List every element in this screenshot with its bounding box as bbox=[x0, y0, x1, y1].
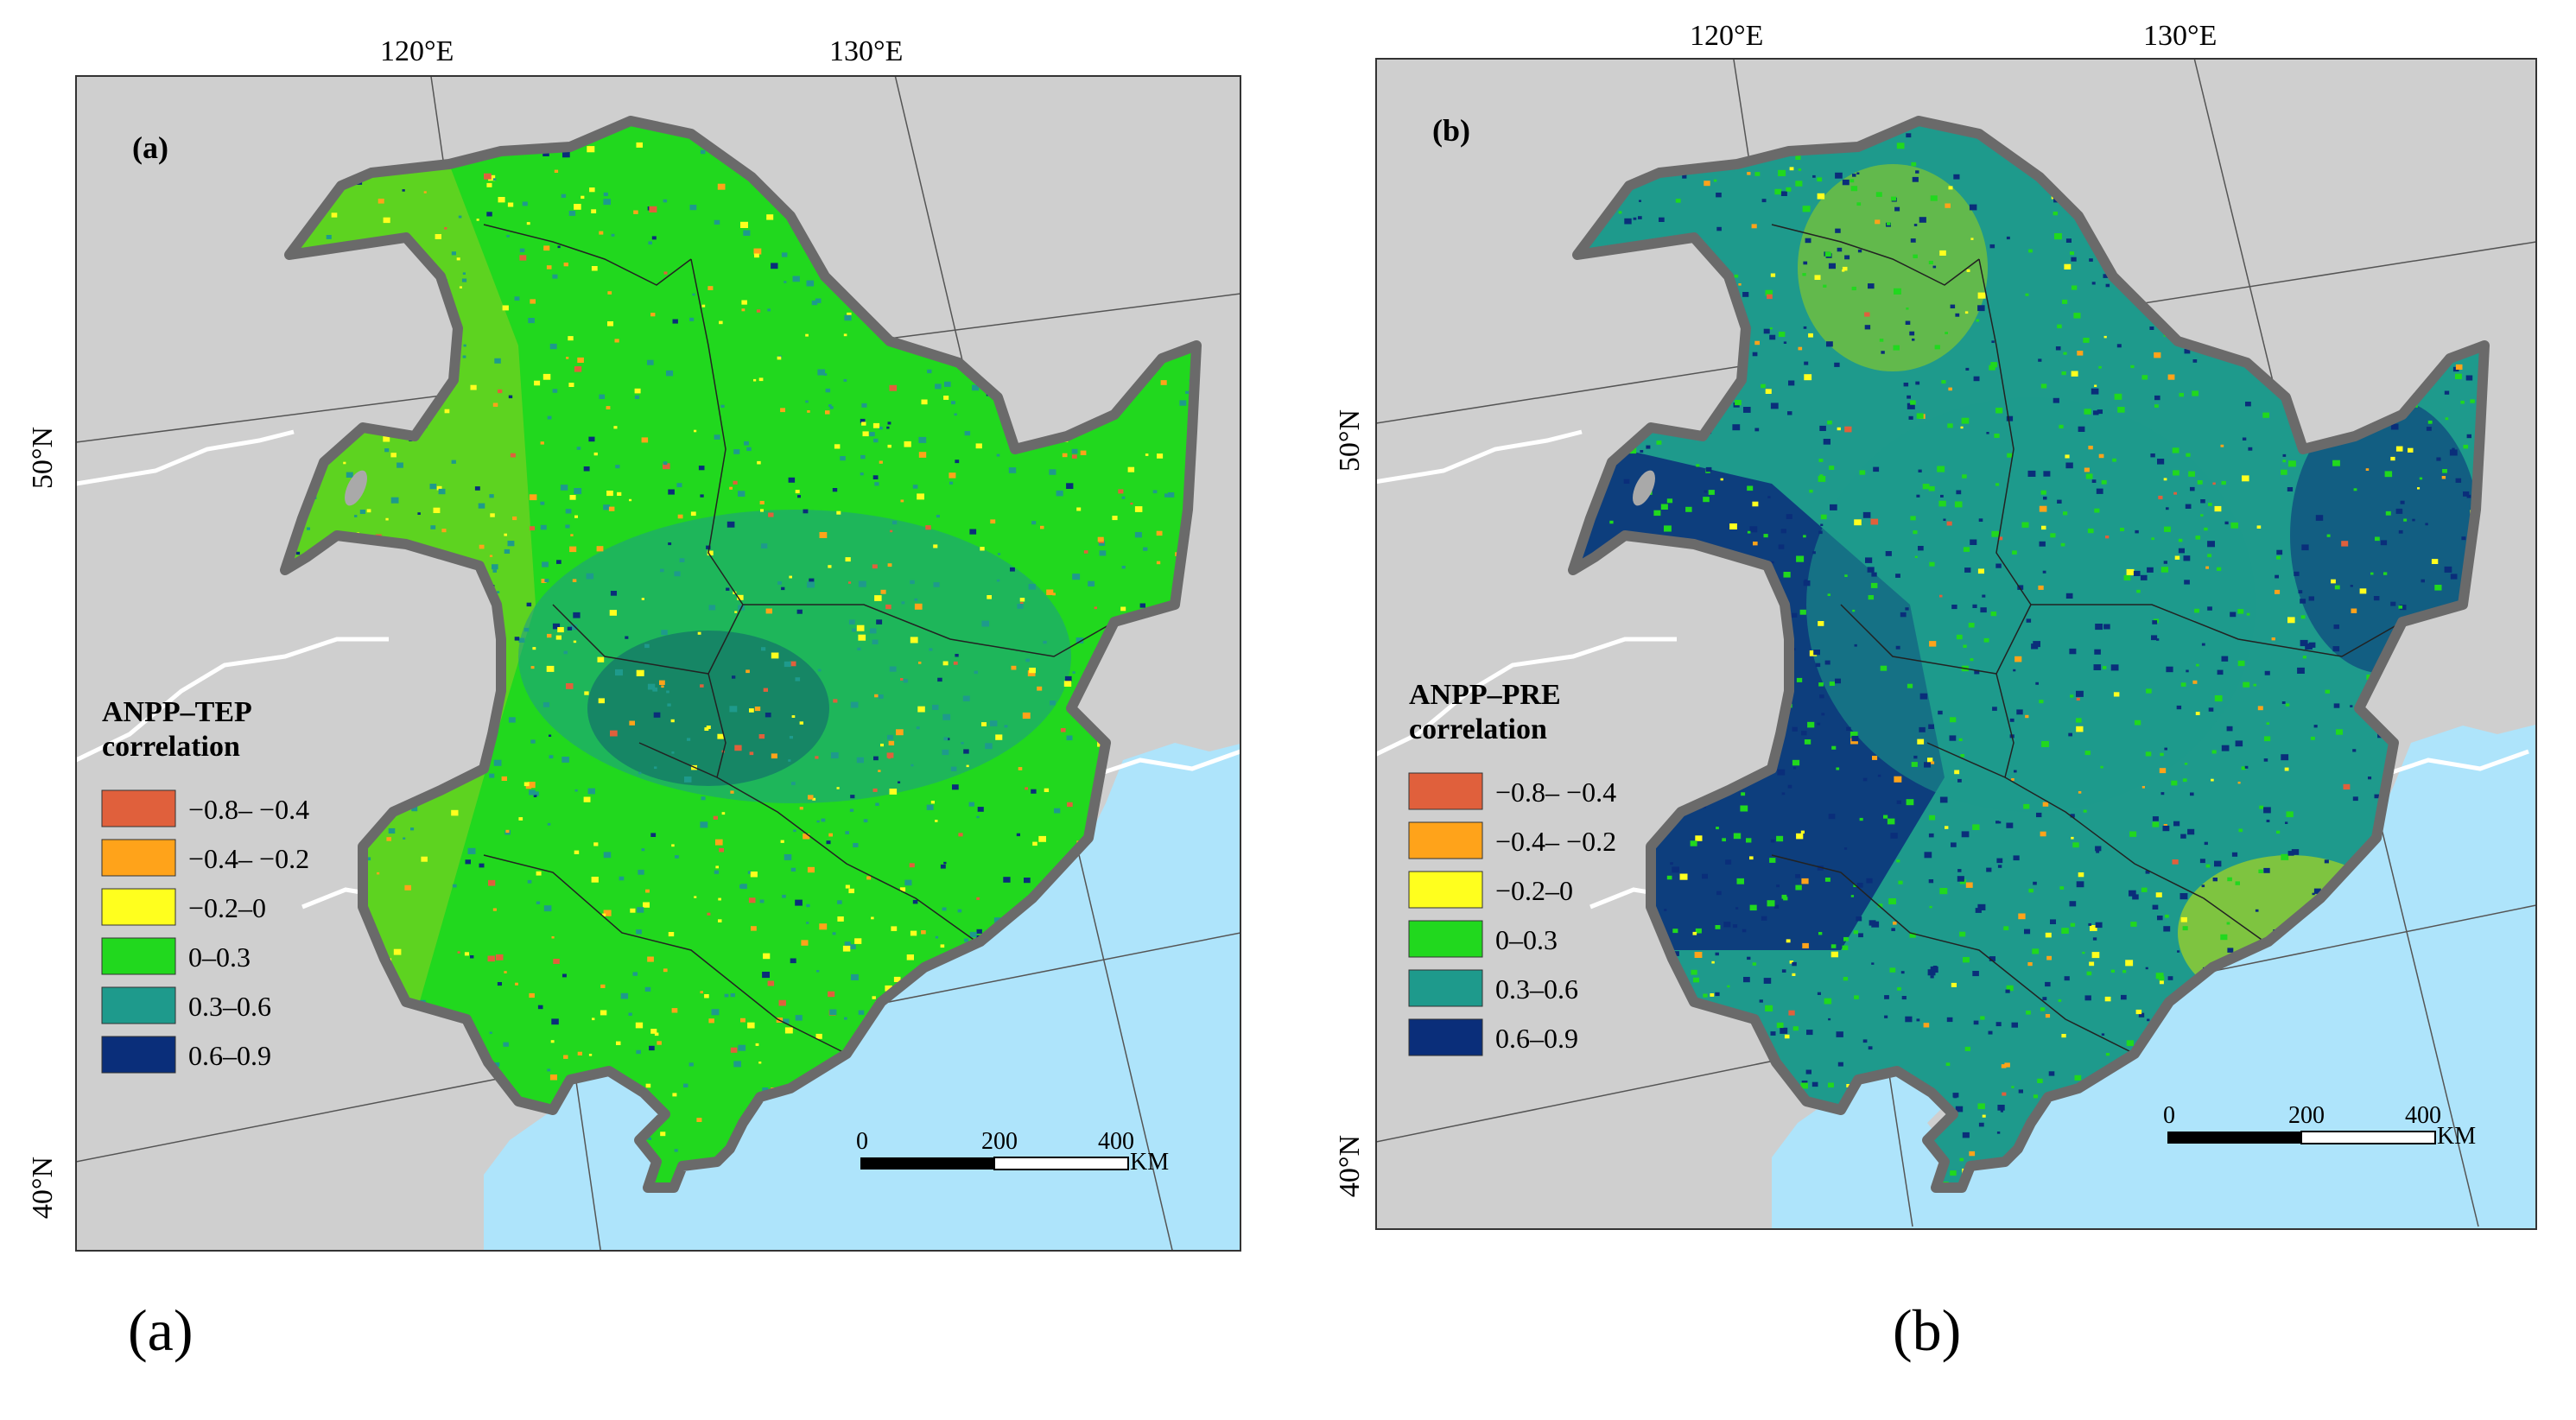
map-svg-b: 120°E 130°E 50°N 40°N (b) ANPP–PREcorrelation… bbox=[1334, 20, 2537, 1230]
study-area-boundary bbox=[280, 116, 1202, 1193]
map-frame bbox=[75, 75, 1241, 1252]
legend-swatch bbox=[1408, 821, 1483, 859]
sea-area bbox=[484, 743, 1240, 1251]
longitude-label: 130°E bbox=[829, 35, 903, 67]
province-boundaries bbox=[483, 224, 1115, 1055]
legend-item-label: −0.8– −0.4 bbox=[188, 794, 309, 825]
map-frame bbox=[1375, 58, 2537, 1230]
study-area-boundary bbox=[1568, 116, 2490, 1193]
sea-area-east bbox=[1123, 907, 1240, 1045]
sea-area-east bbox=[2411, 907, 2528, 1045]
legend-item-label: 0–0.3 bbox=[188, 941, 251, 973]
scale-bar-tick: 200 bbox=[2288, 1102, 2325, 1129]
longitude-label: 130°E bbox=[2143, 20, 2217, 52]
longitude-label: 120°E bbox=[380, 35, 454, 67]
latitude-label: 50°N bbox=[1334, 409, 1366, 472]
legend-item-label: 0.6–0.9 bbox=[1495, 1023, 1578, 1054]
inner-panel-label: (a) bbox=[132, 130, 168, 165]
legend-item-label: −0.4– −0.2 bbox=[188, 843, 309, 874]
longitude-label: 120°E bbox=[1690, 20, 1763, 52]
scale-bar-tick: 400 bbox=[1098, 1128, 1134, 1155]
legend-swatch bbox=[1408, 871, 1483, 909]
legend-title: ANPP–PRE bbox=[1409, 679, 1561, 711]
legend-swatch bbox=[101, 888, 176, 926]
legend-swatch bbox=[101, 986, 176, 1024]
latitude-label: 40°N bbox=[27, 1157, 59, 1219]
panel-caption-b: (b) bbox=[1893, 1297, 1962, 1363]
legend-swatch bbox=[101, 839, 176, 877]
legend-item-label: 0–0.3 bbox=[1495, 924, 1558, 955]
legend-swatch bbox=[1408, 920, 1483, 958]
scale-bar-tick: 0 bbox=[856, 1128, 868, 1155]
scale-bar-unit: KM bbox=[2437, 1123, 2476, 1150]
legend-swatch bbox=[1408, 1018, 1483, 1056]
legend-subtitle: correlation bbox=[102, 731, 240, 763]
panel-caption-a: (a) bbox=[128, 1297, 194, 1363]
scale-bar-tick: 400 bbox=[2405, 1102, 2441, 1129]
latitude-label: 40°N bbox=[1334, 1135, 1366, 1197]
legend-item-label: −0.4– −0.2 bbox=[1495, 826, 1616, 857]
legend-subtitle: correlation bbox=[1409, 713, 1547, 745]
lake bbox=[345, 470, 367, 506]
map-panel-a: 120°E 130°E 50°N 40°N (a) ANPP–TEP correlation… bbox=[27, 35, 1241, 1363]
scale-bar-tick: 200 bbox=[981, 1128, 1018, 1155]
inner-panel-label: (b) bbox=[1432, 113, 1470, 148]
map-panel-b: 120°E 130°E 50°N 40°N (b) ANPP–PRE correlation… bbox=[1288, 0, 2576, 1420]
legend-item-label: −0.2–0 bbox=[188, 892, 266, 923]
legend-swatch bbox=[1408, 969, 1483, 1007]
legend-swatch bbox=[101, 1036, 176, 1074]
legend-swatch bbox=[1408, 772, 1483, 810]
province-boundaries bbox=[1771, 224, 2403, 1055]
legend-title: ANPP–TEP bbox=[102, 696, 252, 728]
sea-area bbox=[1772, 725, 2536, 1229]
international-borders bbox=[76, 429, 1240, 910]
map-svg-a: 120°E 130°E 50°N 40°N (a) ANPP–TEPcorrelation… bbox=[27, 35, 1241, 1252]
legend-item-label: 0.6–0.9 bbox=[188, 1040, 271, 1071]
latitude-label: 50°N bbox=[27, 427, 59, 489]
legend-item-label: 0.3–0.6 bbox=[188, 991, 271, 1022]
scale-bar-tick: 0 bbox=[2163, 1102, 2175, 1129]
scale-bar-unit: KM bbox=[1130, 1149, 1169, 1176]
legend-swatch bbox=[101, 789, 176, 827]
legend-item-label: −0.2–0 bbox=[1495, 875, 1573, 906]
legend-swatch bbox=[101, 937, 176, 975]
lake bbox=[1633, 470, 1655, 506]
legend-item-label: −0.8– −0.4 bbox=[1495, 777, 1616, 808]
legend-item-label: 0.3–0.6 bbox=[1495, 973, 1578, 1005]
